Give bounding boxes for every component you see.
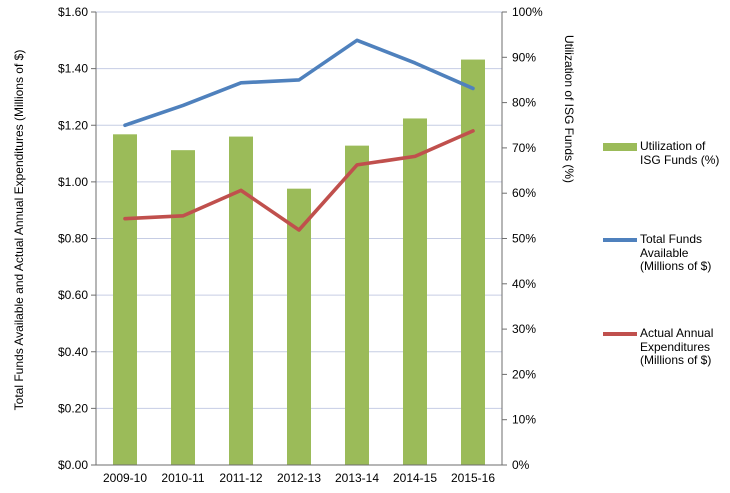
x-category-label: 2009-10 <box>103 471 147 485</box>
left-tick-label: $1.00 <box>58 175 88 189</box>
bar <box>171 150 195 466</box>
bar <box>345 145 369 465</box>
left-tick-label: $1.40 <box>58 62 88 76</box>
legend-label-utilization: Utilization of ISG Funds (%) <box>640 139 720 167</box>
legend-line-swatch-red <box>603 332 637 336</box>
x-category-label: 2015-16 <box>451 471 495 485</box>
right-tick-label: 40% <box>512 277 536 291</box>
left-tick-label: $0.00 <box>58 458 88 472</box>
bar <box>461 59 485 465</box>
data-line <box>123 38 475 128</box>
bar <box>113 134 137 465</box>
bar-series <box>113 59 485 466</box>
right-tick-label: 20% <box>512 367 536 381</box>
right-tick-label: 30% <box>512 322 536 336</box>
bar <box>287 188 311 466</box>
axis-tick-labels: $1.60 $1.40 $1.20 $1.00 $0.80 $0.60 $0.40 $0.20… <box>58 5 543 485</box>
right-tick-label: 60% <box>512 186 536 200</box>
left-tick-label: $0.20 <box>58 401 88 415</box>
legend-line-swatch-blue <box>603 238 637 242</box>
left-tick-label: $0.60 <box>58 288 88 302</box>
x-category-label: 2010-11 <box>161 471 204 485</box>
x-category-label: 2014-15 <box>393 471 437 485</box>
legend-item-utilization: Utilization of ISG Funds (%) <box>603 139 730 167</box>
right-tick-label: 50% <box>512 232 536 246</box>
bar <box>403 118 427 465</box>
x-category-label: 2013-14 <box>335 471 379 485</box>
left-tick-label: $1.60 <box>58 5 88 19</box>
data-line <box>123 129 475 232</box>
legend-item-expenditures: Actual Annual Expenditures (Millions of … <box>603 326 730 368</box>
bar <box>229 136 253 465</box>
right-tick-label: 10% <box>512 413 536 427</box>
axes <box>91 11 507 466</box>
right-tick-label: 70% <box>512 141 536 155</box>
right-tick-label: 0% <box>512 458 530 472</box>
line-series <box>123 38 475 232</box>
right-tick-label: 100% <box>512 5 543 19</box>
legend-label-total-funds: Total Funds Available (Millions of $) <box>640 232 712 273</box>
right-tick-label: 90% <box>512 50 536 64</box>
right-axis-title: Utilization of ISG Funds (%) <box>562 34 576 184</box>
legend-bar-swatch <box>603 143 637 151</box>
left-axis-title: Total Funds Available and Actual Annual … <box>12 49 26 411</box>
legend: Utilization of ISG Funds (%) Total Funds… <box>603 0 730 493</box>
right-tick-label: 80% <box>512 96 536 110</box>
left-tick-label: $0.40 <box>58 345 88 359</box>
x-category-label: 2012-13 <box>277 471 321 485</box>
left-tick-label: $1.20 <box>58 118 88 132</box>
legend-label-expenditures: Actual Annual Expenditures (Millions of … <box>640 326 714 367</box>
legend-item-total-funds: Total Funds Available (Millions of $) <box>603 232 730 274</box>
left-tick-label: $0.80 <box>58 232 88 246</box>
x-category-label: 2011-12 <box>219 471 262 485</box>
